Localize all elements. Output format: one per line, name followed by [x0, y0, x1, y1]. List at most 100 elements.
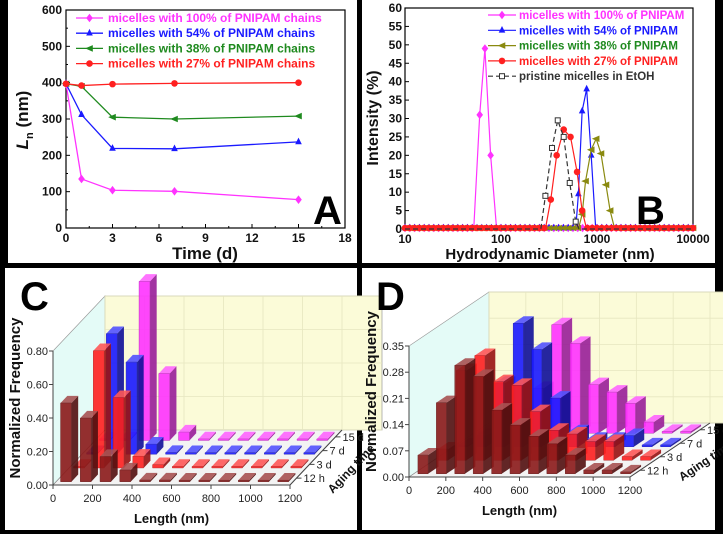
- baseline-point: [554, 224, 562, 232]
- bar-top: [290, 459, 309, 467]
- bar: [680, 424, 702, 434]
- bar-front: [680, 431, 691, 434]
- bar-front: [204, 452, 217, 455]
- bar: [178, 424, 197, 441]
- bar-front: [119, 469, 131, 482]
- bar-side: [249, 473, 256, 482]
- bar-side: [143, 449, 151, 468]
- bar-top: [528, 429, 549, 437]
- data-point: [171, 187, 178, 196]
- bar-front: [296, 438, 309, 441]
- y-tick-label: 0.80: [27, 346, 48, 358]
- bar-front: [159, 479, 171, 482]
- baseline-point: [680, 224, 687, 232]
- bar-side: [613, 434, 625, 461]
- y-tick-label: 60: [389, 1, 403, 15]
- baseline-point: [568, 224, 577, 232]
- z-axis: [629, 422, 711, 478]
- bar: [99, 449, 118, 482]
- bar-front: [283, 452, 296, 455]
- z-axis: [289, 429, 343, 486]
- bar-top: [417, 448, 439, 456]
- baseline-point: [603, 224, 610, 232]
- bar-side: [262, 459, 269, 468]
- bar: [224, 445, 243, 455]
- bar-front: [257, 438, 269, 441]
- x-tick-label: 6: [156, 231, 163, 245]
- data-point: [566, 179, 573, 186]
- bar: [158, 366, 177, 441]
- bar-side: [483, 369, 494, 474]
- bar-top: [642, 437, 663, 445]
- bar: [290, 459, 309, 469]
- z-tick-label: 7 d: [330, 446, 345, 458]
- x-tick-label: 9: [202, 231, 209, 245]
- bar: [60, 395, 79, 482]
- baseline-point: [563, 224, 572, 232]
- baseline-point: [483, 224, 490, 232]
- bar-side: [268, 431, 276, 441]
- bar: [172, 459, 190, 469]
- bar-front: [158, 373, 170, 441]
- data-point: [78, 174, 85, 184]
- bar-front: [198, 438, 210, 441]
- baseline-point: [416, 224, 423, 232]
- bar: [640, 449, 662, 461]
- bar-top: [178, 424, 197, 433]
- bar-front: [623, 435, 635, 448]
- bar-side: [314, 445, 322, 455]
- baseline-point: [401, 224, 409, 232]
- bar-side: [288, 431, 295, 441]
- series-line: [405, 128, 693, 230]
- bar-front: [583, 469, 595, 475]
- bar-side: [123, 390, 131, 468]
- bar-top: [550, 391, 571, 399]
- bar-top: [80, 410, 98, 419]
- data-point: [583, 84, 590, 92]
- bar: [198, 431, 216, 441]
- bar: [244, 445, 263, 455]
- data-point: [109, 144, 116, 151]
- bar: [296, 431, 315, 441]
- bar-top: [284, 445, 302, 453]
- bar-side: [428, 448, 439, 474]
- baseline-point: [544, 224, 553, 232]
- bar-front: [218, 479, 230, 482]
- bar-side: [169, 366, 177, 441]
- data-point: [591, 135, 600, 143]
- x-tick-label: 1200: [278, 493, 302, 505]
- bar-top: [546, 436, 568, 444]
- bar-side: [71, 395, 79, 482]
- bar-top: [436, 395, 457, 403]
- panel-letter: A: [313, 189, 342, 233]
- data-point: [567, 133, 574, 141]
- bar-top: [583, 462, 605, 471]
- bar: [661, 424, 683, 434]
- y-axis-label: Normalized Frequency: [363, 310, 380, 472]
- bar-side: [307, 431, 315, 441]
- x-axis-label: Time (d): [172, 244, 238, 263]
- bar-top: [231, 459, 250, 467]
- bar-top: [139, 472, 158, 481]
- bar: [211, 459, 230, 469]
- bar-top: [238, 473, 256, 481]
- panel-letter: B: [636, 189, 665, 233]
- legend-label: micelles with 54% of PNIPAM chains: [108, 26, 315, 40]
- bar-top: [165, 445, 184, 453]
- y-tick-label: 100: [42, 185, 62, 199]
- legend-label: micelles with 38% of PNIPAM: [519, 41, 678, 53]
- bar-front: [606, 391, 618, 434]
- bar-top: [491, 403, 513, 411]
- baseline-point: [636, 224, 644, 232]
- bar: [569, 336, 591, 434]
- bar-top: [548, 423, 569, 431]
- bar-top: [625, 396, 646, 404]
- bar-front: [251, 466, 263, 469]
- legend-label: pristine micelles in EtOH: [519, 71, 654, 83]
- bar-side: [202, 459, 210, 468]
- bar-front: [264, 452, 276, 455]
- baseline-point: [497, 224, 505, 232]
- legend-label: micelles with 27% of PNIPAM chains: [108, 57, 315, 71]
- bar-side: [136, 354, 144, 455]
- bar: [231, 459, 250, 469]
